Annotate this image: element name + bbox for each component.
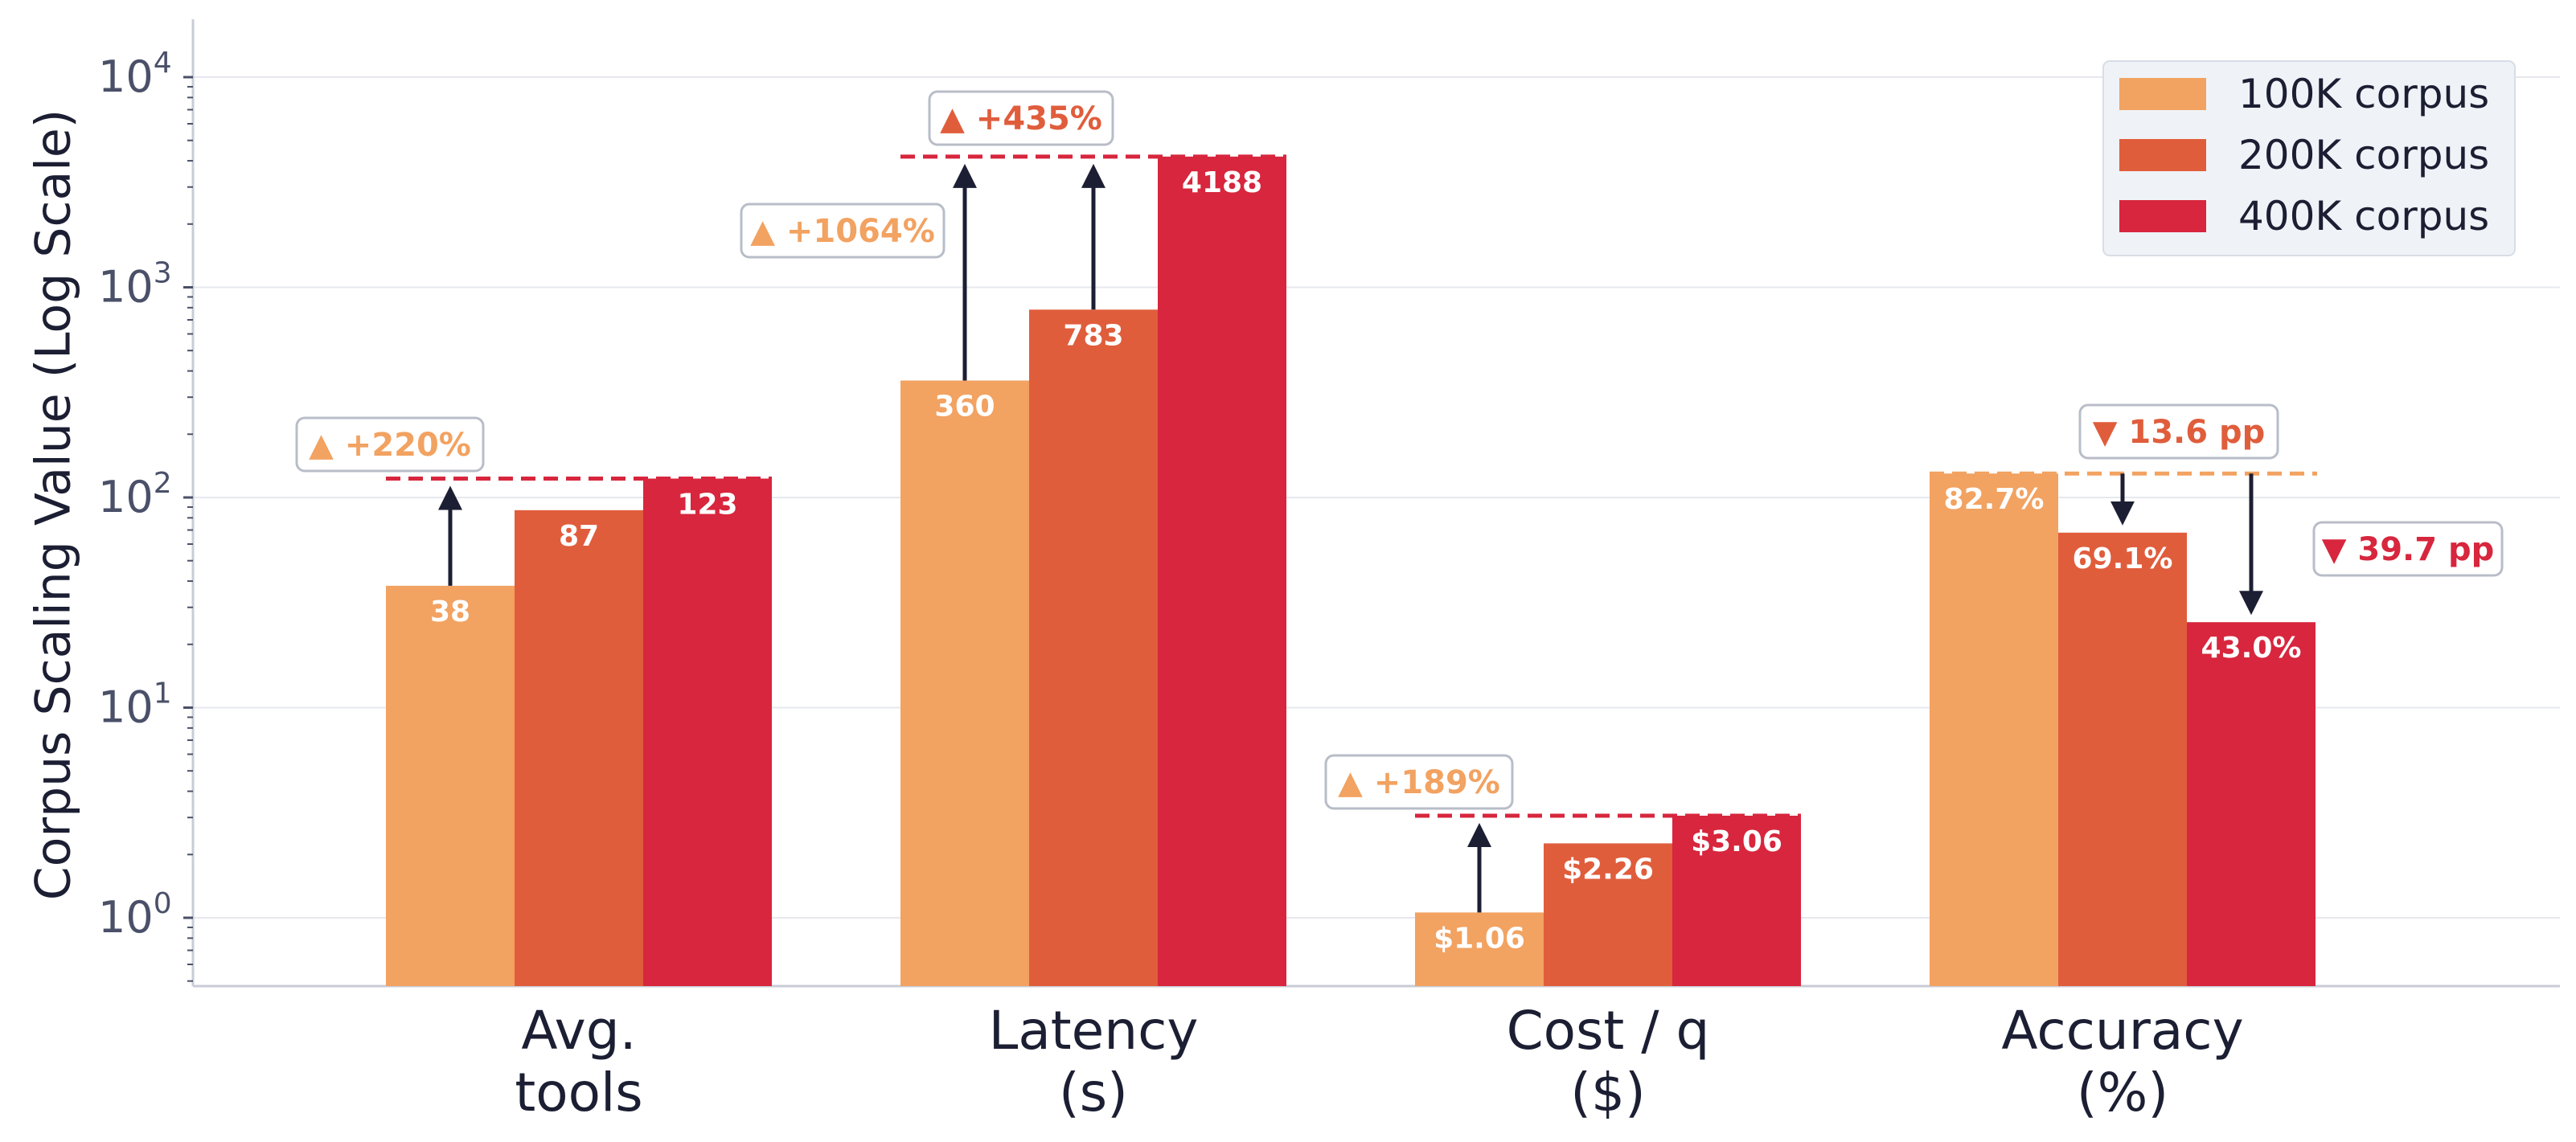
annotations-layer: ▲ +220% ▲ +1064% ▲ +435% ▲ +189% ▼ 13.6 pp ▼ … (295, 90, 2504, 810)
bar-100k-corpus (386, 585, 515, 986)
bar-200k-corpus (1029, 309, 1158, 986)
bar-value-label: $2.26 (1562, 853, 1654, 886)
category-label: ($) (1570, 1062, 1646, 1124)
arrows-layer (438, 163, 2263, 913)
bar-200k-corpus (2058, 532, 2187, 986)
bar-value-label: $3.06 (1691, 825, 1782, 858)
category-labels-layer: Avg.tools Latency(s) Cost / q($) Accuracy(%… (515, 1000, 2243, 1124)
legend-swatch (2119, 139, 2206, 171)
bar-value-label: $1.06 (1434, 922, 1525, 955)
bar-400k-corpus (643, 478, 772, 986)
annotation-badge: ▼ 13.6 pp (2078, 403, 2279, 460)
bar-value-label: 4188 (1182, 166, 1262, 199)
legend-label: 100K corpus (2238, 71, 2489, 117)
category-label: Avg. (521, 1000, 636, 1062)
y-tick-exponent: 2 (154, 467, 172, 500)
bar-200k-corpus (515, 510, 643, 986)
annotation-text: ▼ 39.7 pp (2322, 531, 2495, 568)
legend-swatch (2119, 78, 2206, 110)
category-label: Latency (989, 1000, 1199, 1062)
legend-label: 400K corpus (2238, 193, 2489, 239)
annotation-text: ▲ +435% (940, 100, 1102, 137)
annotation-badge: ▲ +435% (928, 90, 1114, 146)
y-tick-base: 10 (98, 51, 154, 102)
bar-400k-corpus (1158, 156, 1286, 987)
annotation-text: ▼ 13.6 pp (2093, 414, 2266, 451)
annotation-box (928, 90, 1114, 146)
annotation-badge: ▼ 39.7 pp (2312, 521, 2504, 577)
y-tick-label: 101 (98, 677, 172, 733)
y-tick-base: 10 (98, 892, 154, 943)
category-label: (%) (2077, 1062, 2168, 1124)
category-label: Accuracy (2001, 1000, 2243, 1062)
bar-labels-layer: 38 360 $1.06 82.7% 87 783 $2.26 69.1% 123 4188 $3.… (430, 166, 2302, 956)
legend: 100K corpus 200K corpus 400K corpus (2102, 60, 2516, 256)
bar-value-label: 69.1% (2073, 542, 2173, 575)
bar-value-label: 43.0% (2201, 632, 2302, 665)
annotation-text: ▲ +189% (1338, 764, 1500, 801)
bar-100k-corpus (1415, 912, 1544, 986)
bars-layer (386, 156, 2316, 987)
y-tick-exponent: 4 (154, 47, 172, 80)
bar-400k-corpus (1672, 815, 1801, 986)
y-tick-label: 103 (98, 257, 172, 313)
annotation-badge: ▲ +1064% (740, 203, 945, 259)
annotation-badge: ▲ +189% (1324, 754, 1514, 810)
bar-value-label: 82.7% (1944, 483, 2045, 516)
category-label: (s) (1059, 1062, 1128, 1124)
y-axis-label: Corpus Scaling Value (Log Scale) (26, 109, 82, 900)
bar-value-label: 360 (934, 391, 995, 424)
y-tick-exponent: 0 (154, 887, 172, 920)
legend-swatch (2119, 200, 2206, 232)
y-tick-base: 10 (98, 262, 154, 313)
bar-100k-corpus (900, 380, 1029, 987)
bar-400k-corpus (2187, 622, 2316, 986)
legend-label: 200K corpus (2238, 132, 2489, 178)
annotation-text: ▲ +220% (309, 427, 471, 464)
bar-100k-corpus (1930, 473, 2058, 986)
y-tick-exponent: 1 (154, 677, 172, 710)
y-tick-label: 100 (98, 887, 172, 943)
annotation-text: ▲ +1064% (750, 213, 935, 250)
annotation-box (1324, 754, 1514, 810)
bar-value-label: 783 (1063, 319, 1123, 352)
annotation-box (2078, 403, 2279, 460)
annotation-badge: ▲ +220% (295, 416, 485, 473)
y-tick-label: 102 (98, 467, 172, 522)
y-tick-base: 10 (98, 472, 154, 522)
bar-value-label: 38 (430, 596, 470, 628)
bar-value-label: 123 (677, 488, 737, 521)
bar-200k-corpus (1544, 843, 1672, 986)
annotation-box (295, 416, 485, 473)
category-label: Cost / q (1507, 1000, 1710, 1062)
y-tick-base: 10 (98, 682, 154, 733)
category-label: tools (515, 1062, 642, 1124)
annotation-box (2312, 521, 2504, 577)
bar-value-label: 87 (559, 520, 599, 553)
y-tick-label: 104 (98, 47, 172, 102)
annotation-box (740, 203, 945, 259)
y-tick-exponent: 3 (154, 257, 172, 290)
